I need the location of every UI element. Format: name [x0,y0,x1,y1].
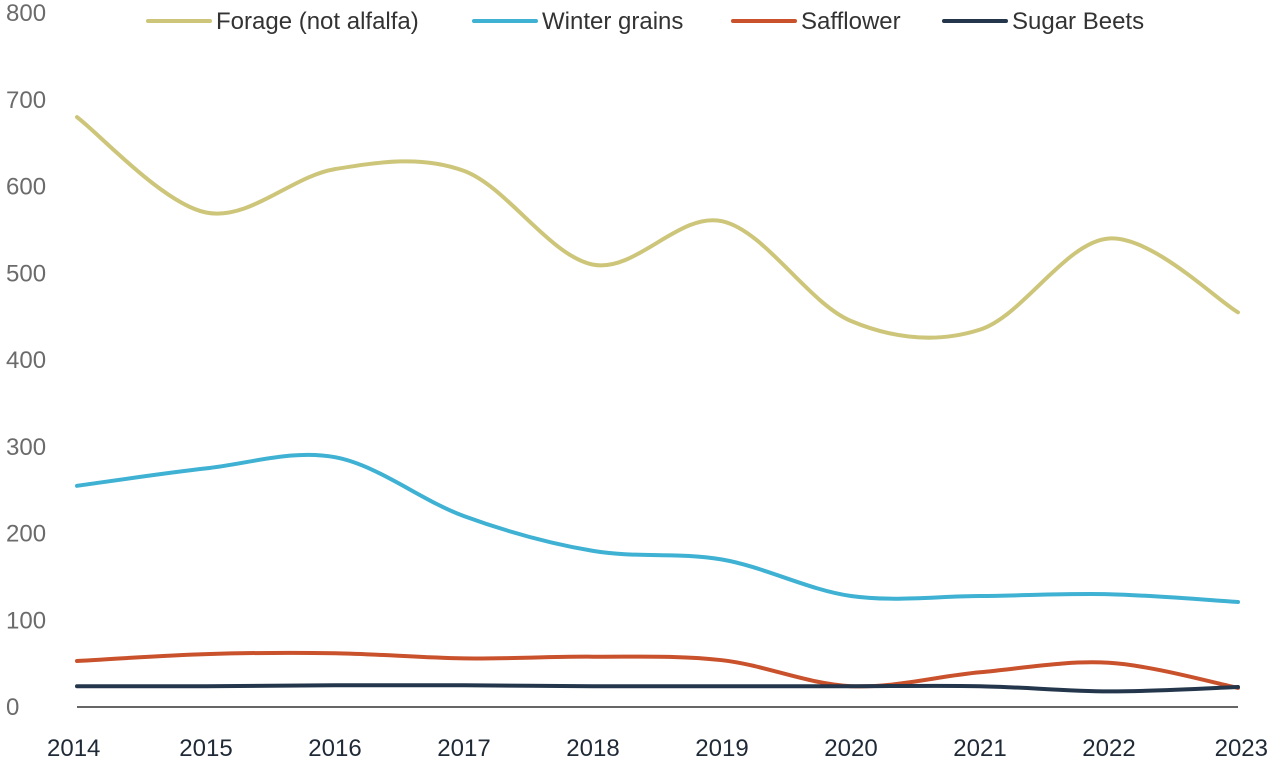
x-tick-label: 2017 [437,735,490,762]
x-tick-label: 2015 [179,735,232,762]
series-winter-grains [75,452,1240,604]
y-tick-label: 300 [6,434,46,461]
x-axis-ticks: 2014 2015 2016 2017 2018 2019 2020 2021 2022 2023 [47,735,1268,762]
y-tick-label: 600 [6,174,46,201]
x-tick-label: 2021 [953,735,1006,762]
y-axis-ticks: 0 100 200 300 400 500 600 700 800 [6,0,46,721]
x-tick-label: 2016 [308,735,361,762]
legend-label: Forage (not alfalfa) [216,8,419,35]
y-tick-label: 0 [6,694,19,721]
series-sugar-beets [75,683,1240,694]
y-tick-label: 100 [6,607,46,634]
y-tick-label: 800 [6,0,46,27]
x-tick-label: 2020 [824,735,877,762]
legend-item: Safflower [731,8,901,35]
y-tick-label: 700 [6,87,46,114]
x-tick-label: 2018 [566,735,619,762]
y-tick-label: 500 [6,260,46,287]
series-forage-not-alfalfa [75,115,1240,340]
series-line [75,650,1240,690]
y-tick-label: 200 [6,521,46,548]
series-safflower [75,650,1240,690]
legend-item: Sugar Beets [942,8,1144,35]
series-line [75,452,1240,604]
x-tick-label: 2022 [1082,735,1135,762]
x-tick-label: 2019 [695,735,748,762]
series-lines [75,115,1240,694]
x-tick-label: 2014 [47,735,100,762]
legend: Forage (not alfalfa) Winter grains Safflow… [146,8,1144,35]
legend-item: Winter grains [472,8,683,35]
series-line [75,115,1240,340]
series-line [75,683,1240,694]
y-tick-label: 400 [6,347,46,374]
legend-label: Safflower [801,8,901,35]
x-tick-label: 2023 [1215,735,1268,762]
legend-label: Winter grains [542,8,683,35]
legend-label: Sugar Beets [1012,8,1144,35]
legend-item: Forage (not alfalfa) [146,8,419,35]
